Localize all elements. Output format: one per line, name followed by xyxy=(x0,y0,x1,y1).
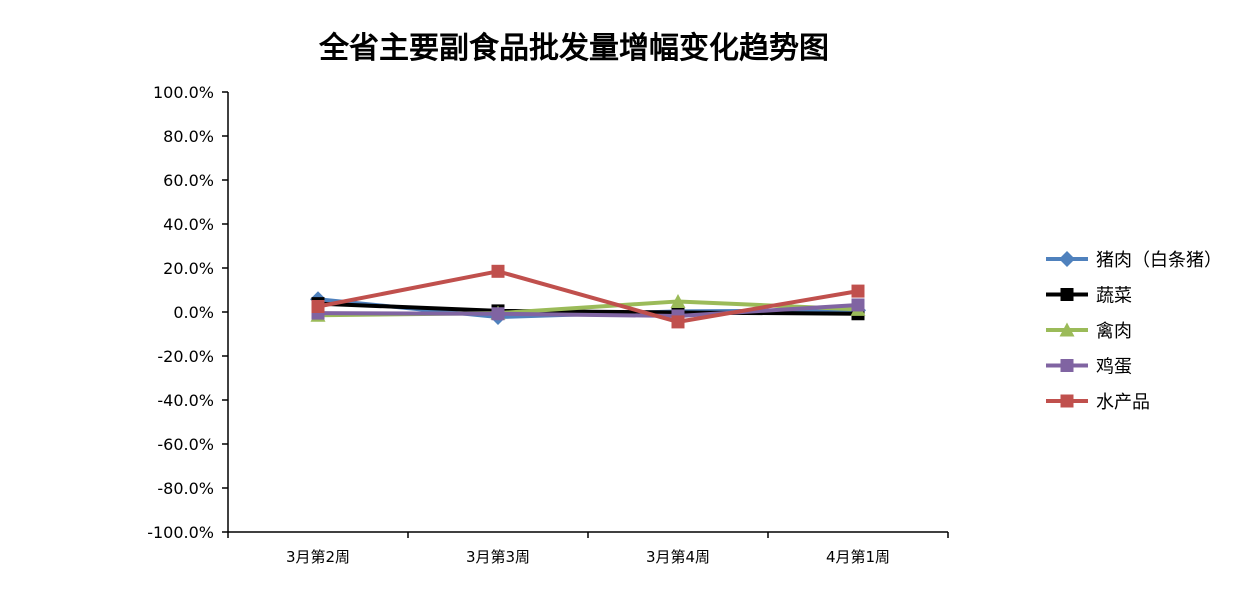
plot-area xyxy=(310,264,866,329)
series-3 xyxy=(311,298,865,323)
legend-label: 水产品 xyxy=(1096,392,1150,413)
chart-title: 全省主要副食品批发量增幅变化趋势图 xyxy=(318,31,829,66)
legend-label: 蔬菜 xyxy=(1096,286,1132,307)
y-tick-label: 40.0% xyxy=(163,215,214,234)
legend-item: 猪肉（白条猪） xyxy=(1046,250,1222,271)
series-line xyxy=(317,302,859,318)
y-tick-label: 80.0% xyxy=(163,127,214,146)
legend-label: 禽肉 xyxy=(1096,321,1132,342)
y-tick-label: -100.0% xyxy=(147,523,214,542)
series-line xyxy=(317,301,859,316)
x-tick-label: 3月第2周 xyxy=(286,548,350,566)
legend-item: 禽肉 xyxy=(1046,321,1132,342)
legend-marker xyxy=(1060,359,1074,372)
data-point xyxy=(311,300,325,313)
y-tick-label: -60.0% xyxy=(157,435,214,454)
y-tick-label: -40.0% xyxy=(157,391,214,410)
y-tick-label: 100.0% xyxy=(153,83,214,102)
data-point xyxy=(491,307,505,321)
y-tick-label: -80.0% xyxy=(157,479,214,498)
x-tick-label: 4月第1周 xyxy=(826,548,890,566)
series-4 xyxy=(311,264,865,329)
legend-label: 鸡蛋 xyxy=(1096,357,1132,378)
data-point xyxy=(671,315,685,329)
legend-marker xyxy=(1060,394,1074,408)
series-line xyxy=(317,269,859,324)
legend-item: 水产品 xyxy=(1046,392,1150,413)
legend-marker xyxy=(1060,288,1074,301)
data-point xyxy=(851,298,865,312)
x-tick-label: 3月第4周 xyxy=(646,548,710,566)
y-tick-label: 20.0% xyxy=(163,259,214,278)
data-point xyxy=(670,293,686,308)
y-tick-label: 0.0% xyxy=(173,303,214,322)
data-point xyxy=(851,284,865,298)
legend-marker xyxy=(1059,322,1075,337)
legend-label: 猪肉（白条猪） xyxy=(1096,250,1222,271)
y-tick-label: 60.0% xyxy=(163,171,214,190)
data-point xyxy=(491,264,505,278)
x-tick-label: 3月第3周 xyxy=(466,548,530,566)
axes: 100.0% 80.0% 60.0% 40.0% 20.0% 0.0% -20.0% -40.… xyxy=(147,83,949,566)
legend-item: 鸡蛋 xyxy=(1046,357,1132,378)
legend-marker xyxy=(1059,251,1075,267)
y-tick-label: -20.0% xyxy=(157,347,214,366)
legend-item: 蔬菜 xyxy=(1046,286,1132,307)
